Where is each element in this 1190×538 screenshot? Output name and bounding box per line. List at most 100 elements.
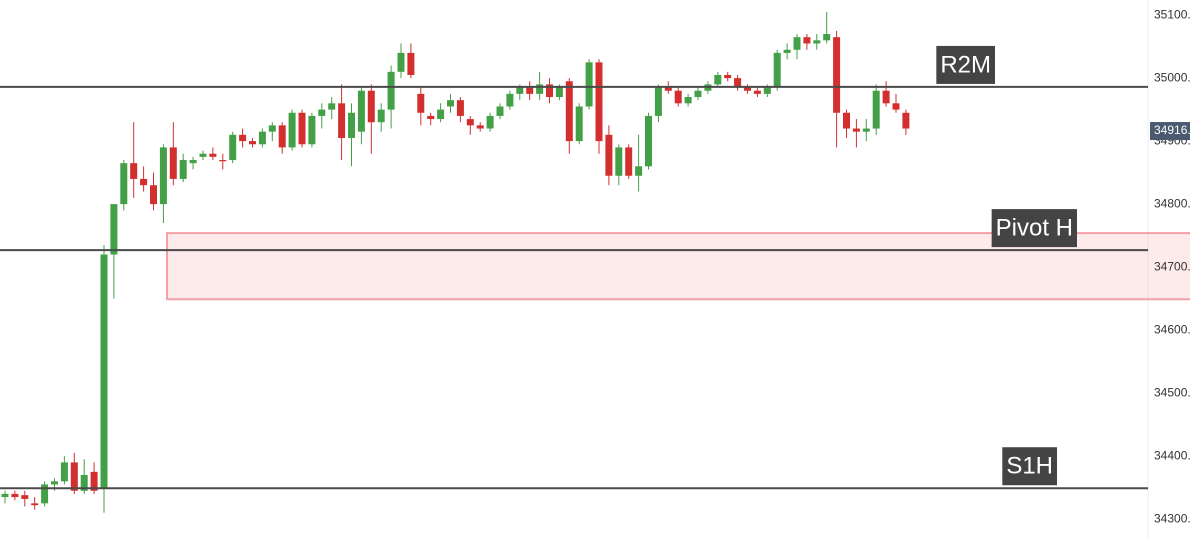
candle-body	[110, 204, 118, 255]
candle-body	[803, 37, 811, 44]
level-label-text: S1H	[1006, 453, 1053, 480]
candle-body	[605, 134, 613, 176]
candle-body	[70, 462, 78, 491]
candle-body	[348, 112, 355, 138]
candle-body	[783, 49, 791, 53]
candle-body	[338, 103, 346, 138]
level-label: S1H	[1002, 447, 1057, 486]
candle-body	[466, 119, 474, 126]
candle-body	[288, 112, 296, 148]
candle-body	[357, 90, 365, 132]
candle-body	[734, 78, 742, 88]
candle-body	[249, 141, 256, 145]
candle-body	[476, 125, 484, 129]
level-label-box	[1002, 447, 1057, 486]
last-price-badge	[1150, 122, 1190, 141]
candle-body	[625, 147, 633, 176]
y-tick-label: 34400.	[1154, 448, 1190, 462]
candle-body	[456, 100, 464, 116]
candle-body	[902, 112, 910, 129]
candle-body	[60, 462, 68, 482]
candle-body	[546, 84, 553, 98]
candle-body	[11, 493, 19, 498]
candle-body	[763, 87, 771, 94]
candle-body	[229, 134, 237, 161]
candle-body	[684, 97, 692, 104]
candle-body	[694, 90, 702, 98]
candle-body	[892, 103, 900, 110]
candle-body	[744, 87, 751, 91]
candle-body	[813, 40, 821, 44]
candle-body	[635, 166, 643, 176]
candle-body	[427, 115, 435, 120]
y-tick-label: 35100.	[1154, 7, 1190, 21]
y-tick-label: 34800.	[1154, 196, 1190, 210]
candle-body	[793, 37, 801, 50]
candle-body	[278, 125, 286, 148]
candle-body	[555, 87, 563, 98]
candle-body	[714, 74, 722, 85]
candle-body	[397, 52, 405, 72]
candle-body	[833, 37, 841, 113]
y-tick-label: 34700.	[1154, 259, 1190, 273]
candle-body	[506, 93, 514, 107]
level-label-text: R2M	[940, 51, 991, 78]
y-tick-label: 34500.	[1154, 385, 1190, 399]
candle-body	[843, 112, 850, 129]
candle-body	[367, 90, 375, 123]
candle-body	[773, 52, 781, 88]
candle-body	[258, 131, 266, 145]
level-label-box	[936, 45, 995, 84]
candle-body	[308, 115, 316, 145]
candle-body	[268, 125, 276, 132]
candle-body	[615, 147, 623, 176]
candle-body	[852, 128, 860, 132]
candle-body	[199, 153, 207, 157]
candle-body	[536, 84, 544, 94]
candle-body	[21, 495, 29, 499]
candle-body	[447, 100, 454, 107]
candle-body	[565, 81, 573, 142]
candle-body	[51, 481, 58, 485]
candle-body	[526, 87, 534, 94]
candle-body	[654, 87, 662, 116]
candle-body	[41, 484, 49, 504]
candle-body	[298, 112, 306, 145]
candle-body	[159, 147, 167, 205]
candle-body	[575, 106, 583, 142]
candle-body	[664, 87, 672, 91]
candle-body	[100, 254, 108, 488]
y-tick-label: 35000.	[1154, 70, 1190, 84]
candle-body	[90, 471, 98, 491]
level-label: Pivot H	[991, 209, 1077, 248]
candle-body	[239, 134, 247, 142]
candle-body	[179, 160, 187, 179]
candle-body	[80, 475, 88, 491]
candle-body	[585, 62, 593, 107]
candle-body	[486, 115, 494, 129]
candle-body	[328, 103, 336, 110]
candle-body	[219, 160, 227, 162]
candle-body	[150, 185, 157, 205]
candle-body	[377, 109, 385, 123]
level-label-text: Pivot H	[996, 214, 1073, 241]
candle-body	[496, 106, 504, 116]
level-label: R2M	[936, 45, 995, 84]
candle-body	[387, 71, 395, 110]
candle-body	[189, 160, 197, 164]
candle-body	[823, 34, 831, 41]
candle-body	[407, 52, 415, 75]
candle-body	[516, 87, 524, 94]
candle-body	[169, 147, 177, 179]
candle-body	[437, 109, 445, 120]
candle-body	[130, 163, 138, 179]
candle-body	[595, 62, 603, 142]
candle-body	[120, 163, 128, 205]
candle-body	[318, 109, 326, 116]
y-tick-label: 34600.	[1154, 322, 1190, 336]
candle-body	[872, 90, 880, 129]
candle-body	[1, 493, 9, 498]
candle-body	[724, 74, 732, 79]
